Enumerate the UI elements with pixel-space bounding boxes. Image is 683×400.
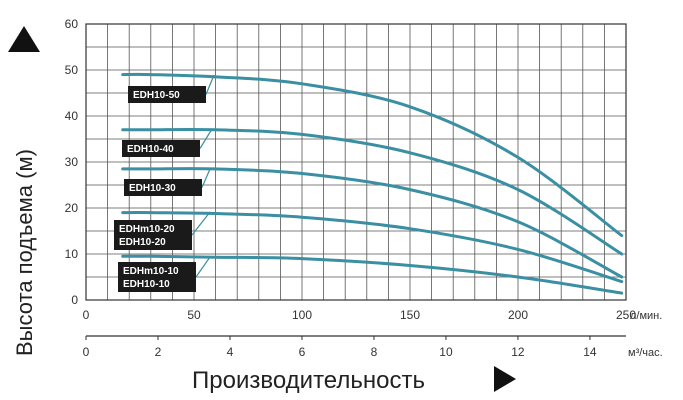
x-tick-label-lmin: 250 (616, 308, 636, 322)
x-tick-label-m3h: 4 (227, 345, 234, 359)
series-line-4 (121, 211, 624, 284)
x-tick-label-lmin: 0 (83, 308, 90, 322)
series-label-text: EDH10-30 (129, 183, 176, 194)
series-line-2 (121, 127, 624, 256)
x-tick-label-m3h: 10 (439, 345, 453, 359)
x-unit-lmin: л/мин. (630, 310, 662, 322)
x-axis-ticks-m3h: 0 2 4 6 8 10 12 14 (83, 336, 597, 359)
x-tick-label-m3h: 6 (299, 345, 306, 359)
y-tick-label: 60 (65, 17, 79, 31)
series-curves (121, 72, 624, 295)
series-line-1 (121, 72, 624, 238)
series-label-text: EDHm10-10 (123, 266, 179, 277)
y-tick-label: 40 (65, 109, 79, 123)
series-label-text: EDHm10-20 (119, 224, 175, 235)
chart-grid (85, 23, 627, 301)
series-label-text: EDH10-50 (133, 90, 180, 101)
y-axis-label: Высота подъема (м) (12, 149, 37, 356)
series-label-box (122, 140, 200, 157)
x-tick-label-m3h: 0 (83, 345, 90, 359)
x-tick-label-lmin: 50 (187, 308, 201, 322)
x-axis-label: Производительность (192, 367, 425, 394)
plot-frame (85, 23, 627, 337)
label-leader-line (191, 211, 211, 236)
label-leader-line (195, 256, 211, 278)
x-tick-label-lmin: 100 (292, 308, 312, 322)
label-leader-line (199, 128, 213, 149)
series-label-box (124, 179, 202, 196)
series-label-box (128, 86, 206, 103)
y-axis-arrow-icon (8, 26, 40, 52)
series-label-box (118, 262, 196, 292)
x-tick-label-m3h: 14 (583, 345, 597, 359)
y-tick-label: 20 (65, 201, 79, 215)
x-tick-label-lmin: 200 (508, 308, 528, 322)
y-tick-label: 30 (65, 155, 79, 169)
label-leader-line (205, 74, 215, 95)
x-tick-label-m3h: 12 (511, 345, 525, 359)
x-tick-label-lmin: 150 (400, 308, 420, 322)
series-label-text: EDH10-40 (127, 144, 174, 155)
x-unit-m3h: м³/час. (628, 347, 663, 359)
series-label-box (114, 220, 192, 250)
y-axis-ticks: 0 10 20 30 40 50 60 (65, 17, 79, 307)
x-tick-label-m3h: 8 (371, 345, 378, 359)
y-tick-label: 10 (65, 247, 79, 261)
y-tick-label: 50 (65, 63, 79, 77)
y-tick-label: 0 (71, 293, 78, 307)
x-axis-ticks-lmin: 0 50 100 150 200 250 (83, 308, 637, 322)
series-line-5 (121, 254, 624, 295)
series-line-3 (121, 167, 624, 279)
plot-border (85, 23, 627, 301)
label-leader-line (201, 168, 211, 188)
series-label-text: EDH10-20 (119, 237, 166, 248)
series-label-text: EDH10-10 (123, 279, 170, 290)
series-labels: EDH10-50 EDH10-40 EDH10-30 EDHm10-20 EDH10-2… (114, 74, 215, 292)
x-tick-label-m3h: 2 (155, 345, 162, 359)
x-axis-arrow-icon (494, 366, 516, 392)
